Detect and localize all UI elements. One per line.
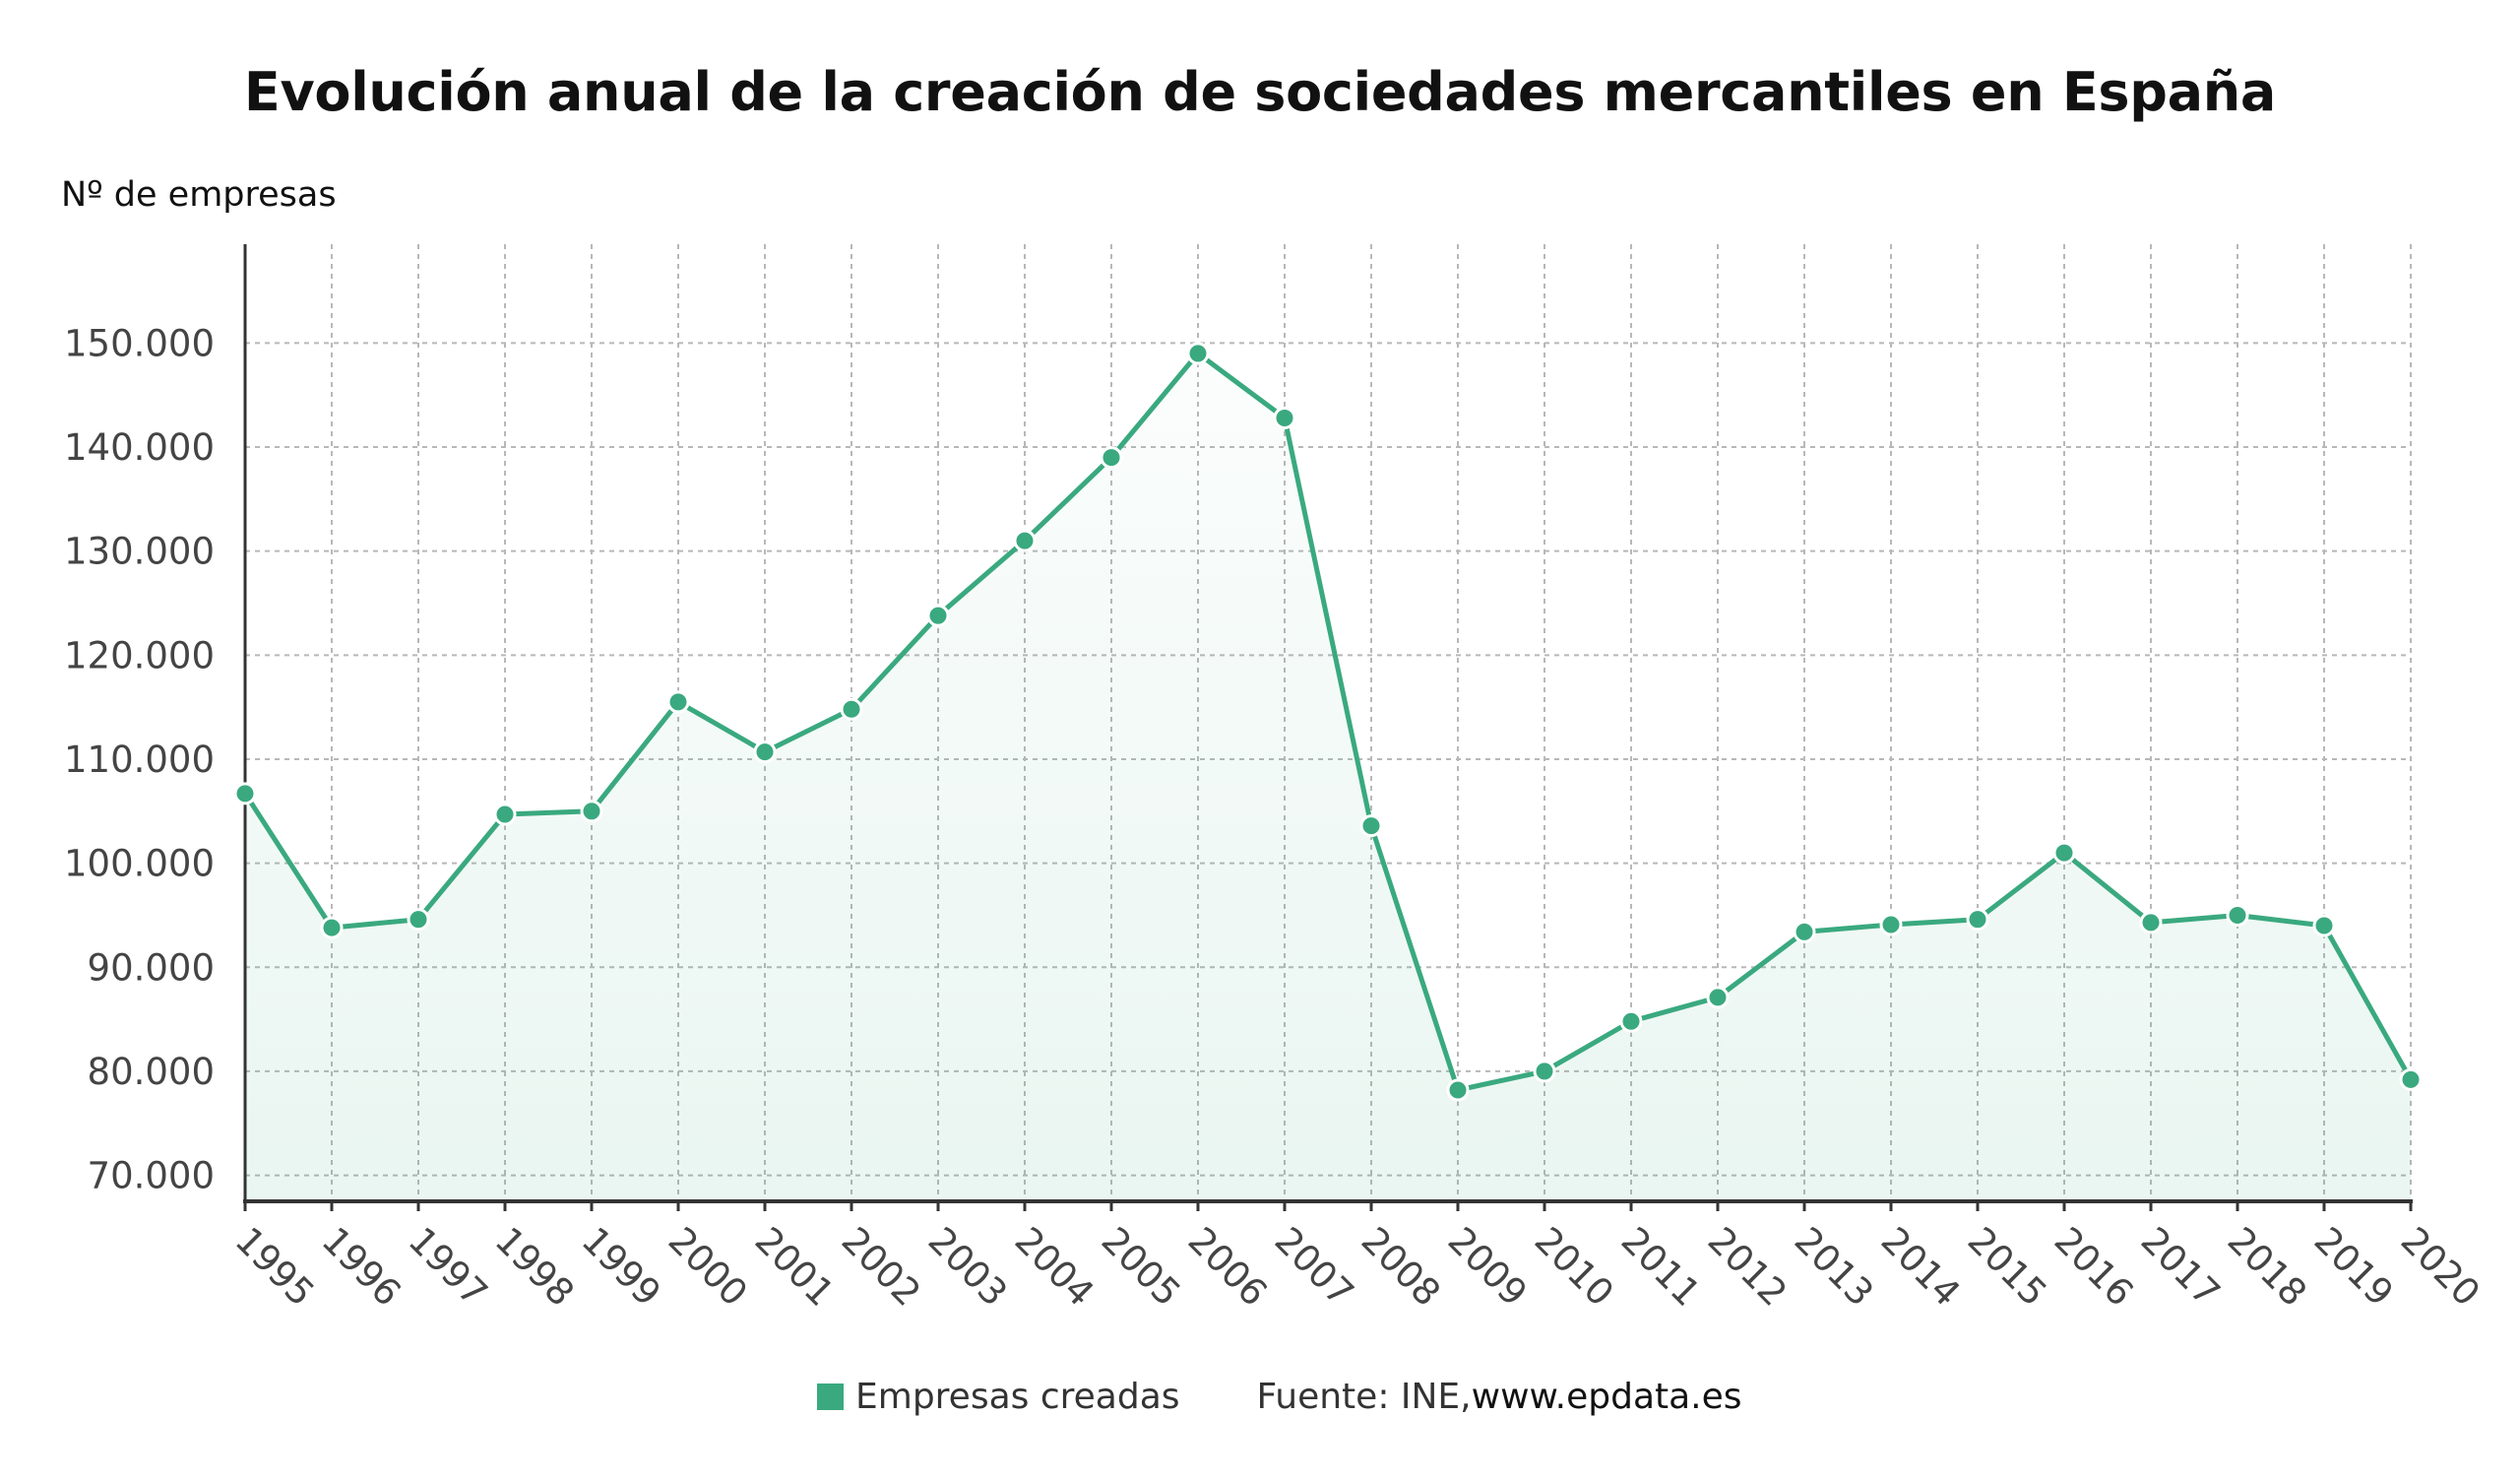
data-point-2014[interactable] bbox=[1879, 913, 1903, 936]
data-point-2017[interactable] bbox=[2139, 911, 2163, 934]
x-tick-label-1999: 1999 bbox=[574, 1219, 669, 1315]
data-point-2016[interactable] bbox=[2052, 841, 2076, 865]
x-tick-label-2015: 2015 bbox=[1960, 1219, 2055, 1315]
data-point-2018[interactable] bbox=[2226, 903, 2249, 927]
data-points bbox=[233, 342, 2423, 1102]
data-point-1997[interactable] bbox=[407, 908, 430, 932]
data-point-2006[interactable] bbox=[1186, 342, 1210, 365]
data-point-2004[interactable] bbox=[1013, 529, 1037, 552]
y-tick-label: 140.000 bbox=[64, 426, 215, 469]
y-tick-label: 70.000 bbox=[88, 1155, 215, 1197]
y-tick-label: 100.000 bbox=[64, 843, 215, 885]
data-point-1998[interactable] bbox=[493, 803, 517, 826]
data-point-2003[interactable] bbox=[926, 604, 950, 627]
x-tick-label-2013: 2013 bbox=[1787, 1219, 1882, 1315]
x-tick-label-2018: 2018 bbox=[2220, 1219, 2315, 1315]
x-tick-label-2019: 2019 bbox=[2306, 1219, 2402, 1315]
y-tick-label: 120.000 bbox=[64, 634, 215, 676]
x-tick-label-2003: 2003 bbox=[920, 1219, 1016, 1315]
x-tick-label-2007: 2007 bbox=[1267, 1219, 1362, 1315]
data-point-2008[interactable] bbox=[1359, 814, 1383, 838]
data-point-1995[interactable] bbox=[233, 782, 257, 805]
x-tick-label-2005: 2005 bbox=[1094, 1219, 1189, 1315]
x-tick-label-1996: 1996 bbox=[314, 1219, 410, 1315]
data-point-2020[interactable] bbox=[2399, 1067, 2423, 1091]
series-line bbox=[242, 351, 2414, 1093]
y-tick-label: 110.000 bbox=[64, 739, 215, 781]
data-point-1996[interactable] bbox=[320, 916, 344, 939]
data-point-2013[interactable] bbox=[1793, 920, 1816, 943]
data-point-2005[interactable] bbox=[1100, 446, 1123, 470]
x-tick-label-2017: 2017 bbox=[2133, 1219, 2229, 1315]
y-tick-label: 130.000 bbox=[64, 531, 215, 573]
x-tick-label-2001: 2001 bbox=[747, 1219, 843, 1315]
x-tick-label-2008: 2008 bbox=[1354, 1219, 1449, 1315]
chart-title: Evolución anual de la creación de socied… bbox=[243, 61, 2277, 123]
x-tick-label-2004: 2004 bbox=[1007, 1219, 1102, 1315]
x-tick-label-2009: 2009 bbox=[1440, 1219, 1536, 1315]
x-tick-label-2011: 2011 bbox=[1613, 1219, 1709, 1315]
data-point-2011[interactable] bbox=[1619, 1009, 1643, 1033]
data-point-2009[interactable] bbox=[1446, 1078, 1470, 1102]
x-tick-label-1998: 1998 bbox=[487, 1219, 583, 1315]
x-tick-label-2020: 2020 bbox=[2393, 1219, 2488, 1315]
data-point-2010[interactable] bbox=[1533, 1060, 1556, 1083]
legend: Empresas creadas Fuente: INE, www.epdata… bbox=[817, 1377, 1742, 1417]
data-point-2002[interactable] bbox=[840, 697, 863, 721]
x-tick-label-2012: 2012 bbox=[1700, 1219, 1796, 1315]
y-tick-label: 90.000 bbox=[88, 946, 215, 989]
legend-label: Empresas creadas bbox=[855, 1377, 1180, 1417]
x-tick-label-2006: 2006 bbox=[1180, 1219, 1276, 1315]
y-tick-labels: 70.000 80.000 90.000 100.000 110.000 120.000 1… bbox=[64, 322, 215, 1196]
data-point-1999[interactable] bbox=[580, 800, 603, 823]
x-tick-label-2010: 2010 bbox=[1527, 1219, 1622, 1315]
x-tick-label-1997: 1997 bbox=[401, 1219, 496, 1315]
y-tick-label: 80.000 bbox=[88, 1051, 215, 1093]
x-tick-label-2014: 2014 bbox=[1873, 1219, 1969, 1315]
x-tick-label-2002: 2002 bbox=[834, 1219, 929, 1315]
series-area bbox=[245, 353, 2411, 1201]
data-point-2015[interactable] bbox=[1966, 908, 1989, 932]
legend-swatch bbox=[817, 1383, 844, 1410]
x-tick-label-2016: 2016 bbox=[2047, 1219, 2142, 1315]
y-tick-label: 150.000 bbox=[64, 322, 215, 364]
data-point-2007[interactable] bbox=[1273, 406, 1296, 429]
x-tick-label-2000: 2000 bbox=[661, 1219, 756, 1315]
x-tick-label-1995: 1995 bbox=[227, 1219, 323, 1315]
data-point-2019[interactable] bbox=[2312, 914, 2336, 937]
source-prefix: Fuente: INE, bbox=[1256, 1377, 1472, 1417]
x-tick-labels: 1995199619971998199920002001200220032004… bbox=[227, 1219, 2488, 1315]
source-link[interactable]: www.epdata.es bbox=[1471, 1377, 1742, 1417]
axes bbox=[243, 244, 2413, 1211]
data-point-2001[interactable] bbox=[753, 740, 777, 764]
y-axis-label: Nº de empresas bbox=[61, 175, 337, 215]
data-point-2000[interactable] bbox=[666, 690, 690, 714]
data-point-2012[interactable] bbox=[1706, 986, 1730, 1009]
